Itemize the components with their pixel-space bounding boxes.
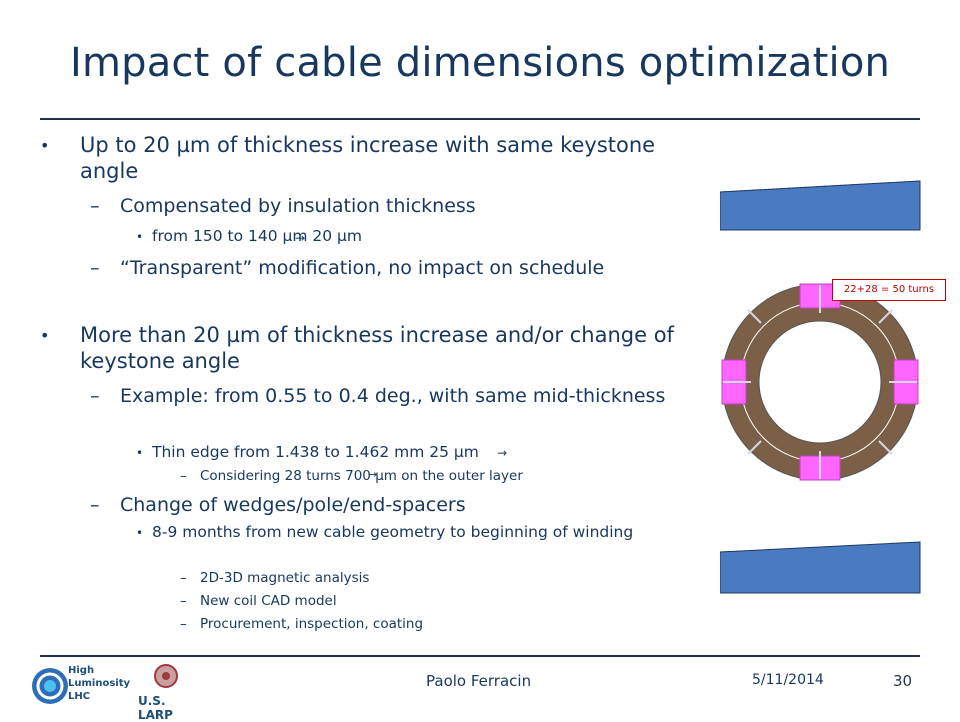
bullet-marker: • [136,446,144,460]
dash-marker: – [180,570,187,586]
arrow-icon: → [497,446,508,460]
footer-divider [40,655,920,657]
hl-lhc-logo-mark [32,668,68,704]
bullet-2-2-1-1: 2D-3D magnetic analysis [200,570,370,586]
bullet-1-1: Compensated by insulation thickness [120,195,476,217]
dash-marker: – [90,195,100,217]
bullet-1-1-1: from 150 to 140 µm 20 µm [152,226,672,246]
bullet-2-1-1-1: Considering 28 turns 700 µm on the outer… [200,468,523,484]
text-run: from 150 to 140 µm 20 µm [152,227,363,245]
dash-marker: – [180,468,187,484]
hl-lhc-logo-text: High Luminosity LHC [68,665,131,702]
coil-cross-section [721,283,919,481]
us-larp-logo: U.S. LARP [132,662,202,722]
cable-cross-section-modified [720,541,921,594]
bullet-1-2: “Transparent” modification, no impact on… [120,257,605,279]
title-divider [40,118,920,120]
bullet-2-2-1: 8-9 months from new cable geometry to be… [152,523,634,541]
slide-number: 30 [893,672,913,690]
bullet-2-2-1-2: New coil CAD model [200,593,337,609]
bullet-1: Up to 20 µm of thickness increase with s… [80,133,656,183]
dash-marker: – [180,616,187,632]
bullet-2-2: Change of wedges/pole/end-spacers [120,494,466,516]
arrow-icon: → [368,468,378,481]
arrow-icon: → [295,231,306,245]
hl-lhc-logo: High Luminosity LHC [28,662,131,710]
cable-cross-section-original [720,180,921,231]
bullet-2-1-1: Thin edge from 1.438 to 1.462 mm 25 µm [152,442,672,462]
dash-marker: – [90,494,100,516]
bullet-marker: • [40,136,50,155]
bullet-2-1: Example: from 0.55 to 0.4 deg., with sam… [120,385,666,407]
dash-marker: – [90,385,100,407]
slide-title: Impact of cable dimensions optimization [69,40,891,86]
bullet-marker: • [136,526,144,540]
bullet-2: More than 20 µm of thickness increase an… [80,323,674,373]
larp-text: U.S. LARP [138,694,173,722]
turns-label: 22+28 = 50 turns [832,279,946,301]
bullet-marker: • [136,230,144,244]
text-run: Thin edge from 1.438 to 1.462 mm 25 µm [152,443,479,461]
larp-mark [154,664,178,688]
bullet-marker: • [40,326,50,345]
dash-marker: – [180,593,187,609]
dash-marker: – [90,257,100,279]
footer-date: 5/11/2014 [752,672,824,688]
footer-author: Paolo Ferracin [426,672,532,690]
bullet-2-2-1-3: Procurement, inspection, coating [200,616,424,632]
